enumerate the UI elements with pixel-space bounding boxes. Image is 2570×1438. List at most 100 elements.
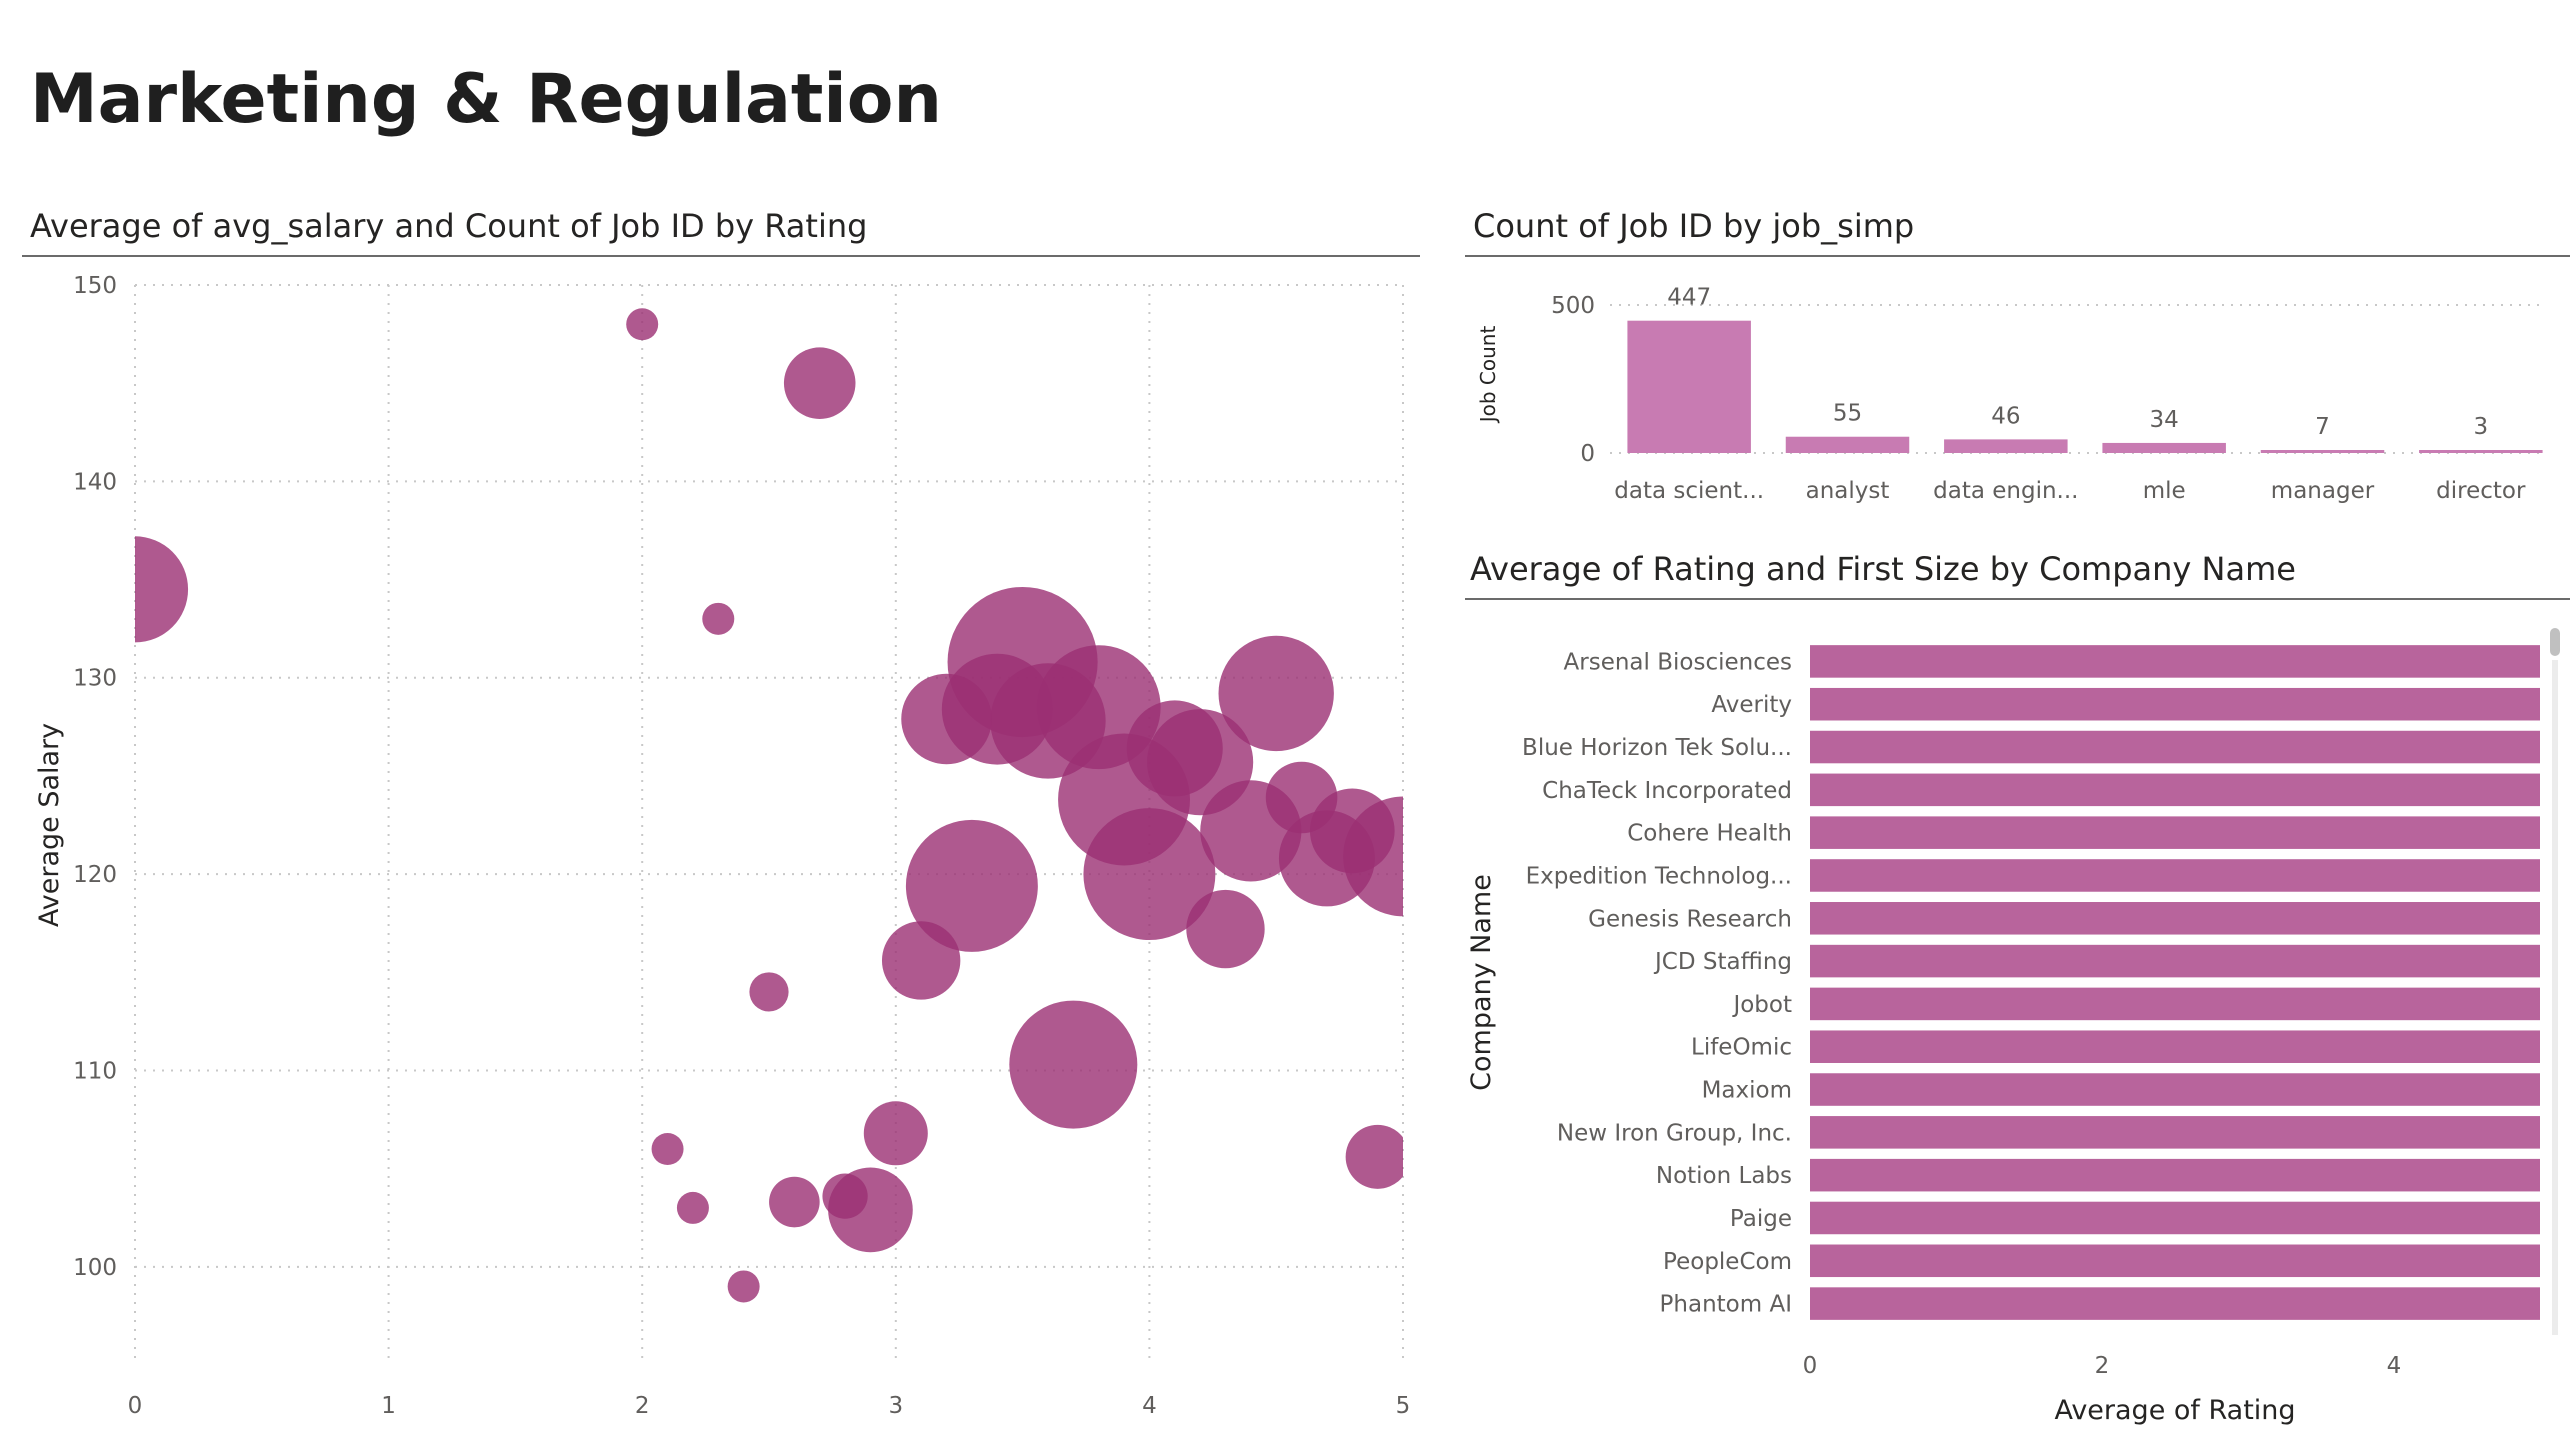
company-rating-bar[interactable] (1810, 687, 2540, 721)
x-tick-label: 1 (381, 1393, 396, 1419)
bubble-point[interactable] (749, 972, 789, 1012)
company-rating-bar[interactable] (1810, 987, 2540, 1021)
x-tick-label: 2 (2095, 1353, 2110, 1379)
y-axis-title: Job Count (1476, 326, 1500, 425)
bubble-point[interactable] (863, 1101, 928, 1166)
bar-data-label: 3 (2474, 414, 2489, 440)
y-axis-title: Company Name (1466, 874, 1497, 1091)
company-rating-bar[interactable] (1810, 944, 2540, 978)
salary-by-rating-bubble-chart: 012345100110120130140150RatingAverage Sa… (34, 273, 1411, 1419)
x-tick-label: 3 (888, 1393, 903, 1419)
y-tick-label: 110 (73, 1058, 117, 1084)
company-rating-bar[interactable] (1810, 1116, 2540, 1149)
x-category-label: mle (2143, 478, 2186, 504)
company-name-label: Phantom AI (1660, 1292, 1792, 1318)
x-tick-label: 4 (2387, 1353, 2402, 1379)
bubble-point[interactable] (1186, 889, 1265, 969)
bar-data-label: 34 (2150, 407, 2179, 433)
bubble-point[interactable] (905, 819, 1038, 952)
bar-data-label: 46 (1991, 403, 2020, 429)
company-rating-bar[interactable] (1810, 816, 2540, 849)
x-tick-label: 5 (1396, 1393, 1411, 1419)
y-tick-label: 130 (73, 666, 117, 692)
company-rating-bar[interactable] (1810, 1073, 2540, 1106)
bubble-chart-title: Average of avg_salary and Count of Job I… (30, 207, 868, 245)
company-rating-bar[interactable] (1810, 859, 2540, 892)
job-count-bar[interactable] (2419, 450, 2543, 453)
x-tick-label: 4 (1142, 1393, 1157, 1419)
bubble-point[interactable] (626, 308, 659, 341)
bubble-point[interactable] (702, 602, 735, 635)
bubble-point[interactable] (901, 673, 992, 765)
company-name-label: Paige (1730, 1206, 1792, 1232)
bar-data-label: 7 (2315, 414, 2330, 440)
job-count-bar-chart: 0 500 Job Count 447 data scient... 55 analyst 4… (1476, 285, 2543, 504)
company-rating-bar[interactable] (1810, 1287, 2540, 1320)
job-count-chart-title: Count of Job ID by job_simp (1473, 207, 1915, 245)
company-rating-bar[interactable] (1810, 730, 2540, 764)
job-count-chart-divider (1465, 255, 2570, 257)
company-name-label: LifeOmic (1691, 1035, 1792, 1061)
job-count-bar[interactable] (2260, 450, 2385, 453)
bubble-point[interactable] (1265, 761, 1338, 834)
company-chart-divider (1465, 598, 2570, 600)
y-tick-label: 0 (1580, 441, 1595, 467)
bubble-point[interactable] (1083, 808, 1216, 941)
y-tick-label: 150 (73, 273, 117, 299)
bubble-point[interactable] (822, 1173, 868, 1219)
job-count-bar[interactable] (1785, 436, 1910, 453)
company-rating-bar[interactable] (1810, 645, 2540, 678)
page-title: Marketing & Regulation (30, 60, 942, 139)
bubble-point[interactable] (1218, 635, 1334, 752)
company-name-label: Cohere Health (1627, 821, 1792, 847)
bubble-point[interactable] (651, 1133, 684, 1165)
x-category-label: analyst (1806, 478, 1890, 504)
bubble-chart-divider (22, 255, 1420, 257)
bar-data-label: 447 (1667, 285, 1711, 311)
company-chart-title: Average of Rating and First Size by Comp… (1470, 550, 2296, 588)
company-name-label: Jobot (1731, 992, 1792, 1018)
job-count-bar[interactable] (1944, 439, 2068, 453)
company-rating-bar[interactable] (1810, 1158, 2540, 1192)
bubble-point[interactable] (1009, 1000, 1138, 1129)
vertical-scrollbar-track (2552, 660, 2558, 1335)
company-rating-bar[interactable] (1810, 902, 2540, 935)
y-tick-label: 500 (1551, 293, 1595, 319)
company-name-label: Expedition Technolog... (1526, 863, 1792, 889)
company-name-label: Notion Labs (1656, 1163, 1792, 1189)
bubble-point[interactable] (727, 1270, 760, 1303)
company-rating-bar-chart: 0 2 4 Average of Rating Company Name Arsenal … (1466, 628, 2560, 1426)
company-rating-bar[interactable] (1810, 1201, 2540, 1235)
x-tick-label: 2 (635, 1393, 650, 1419)
y-tick-label: 120 (73, 862, 117, 888)
job-count-bar[interactable] (1627, 320, 1751, 453)
company-rating-bar[interactable] (1810, 1244, 2540, 1278)
bubble-point[interactable] (676, 1191, 709, 1224)
job-count-bar[interactable] (2102, 442, 2226, 453)
bubble-point[interactable] (881, 921, 961, 1000)
y-axis-title: Average Salary (34, 723, 65, 927)
y-tick-label: 100 (73, 1255, 117, 1281)
bubble-point[interactable] (1126, 700, 1223, 797)
x-category-label: data scient... (1614, 478, 1764, 504)
vertical-scrollbar-thumb[interactable] (2550, 628, 2560, 656)
x-tick-label: 0 (1803, 1353, 1818, 1379)
bubble-point[interactable] (1345, 1124, 1410, 1189)
company-rating-bar[interactable] (1810, 773, 2540, 807)
x-tick-label: 0 (128, 1393, 143, 1419)
company-name-label: Averity (1711, 692, 1792, 718)
company-name-label: ChaTeck Incorporated (1542, 778, 1792, 804)
company-rating-bar[interactable] (1810, 1030, 2540, 1063)
x-category-label: data engin... (1933, 478, 2078, 504)
company-name-label: Maxiom (1702, 1078, 1792, 1104)
bubble-point[interactable] (783, 347, 856, 419)
company-name-label: PeopleCom (1663, 1249, 1792, 1275)
company-name-label: Blue Horizon Tek Solu... (1522, 735, 1792, 761)
company-name-label: New Iron Group, Inc. (1557, 1120, 1792, 1146)
bubble-point[interactable] (769, 1176, 820, 1228)
bubble-point[interactable] (82, 536, 189, 643)
bubble-group (82, 308, 1410, 1303)
x-axis-title: Average of Rating (2054, 1395, 2295, 1426)
company-name-label: Genesis Research (1588, 906, 1792, 932)
y-tick-label: 140 (73, 469, 117, 495)
